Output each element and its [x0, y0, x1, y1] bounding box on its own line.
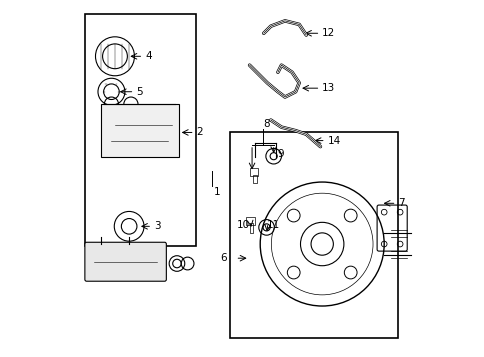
Bar: [101, 104, 179, 157]
Bar: [249, 223, 253, 233]
Bar: [253, 175, 256, 183]
Text: 12: 12: [321, 28, 335, 38]
Text: 3: 3: [153, 221, 160, 231]
Bar: [245, 217, 255, 225]
Text: 14: 14: [327, 136, 340, 146]
Text: 2: 2: [196, 127, 203, 137]
Bar: [249, 168, 258, 176]
Text: 10: 10: [237, 220, 250, 230]
Text: 11: 11: [266, 220, 279, 230]
Text: 13: 13: [321, 83, 335, 93]
Text: 7: 7: [397, 198, 404, 208]
Text: 9: 9: [277, 149, 283, 159]
Text: 5: 5: [136, 87, 143, 97]
Bar: [229, 132, 397, 338]
Text: 4: 4: [145, 51, 151, 61]
FancyBboxPatch shape: [85, 242, 166, 281]
Text: 6: 6: [219, 253, 226, 263]
Text: 1: 1: [214, 187, 220, 197]
Bar: [85, 14, 196, 246]
Text: 8: 8: [262, 119, 269, 129]
